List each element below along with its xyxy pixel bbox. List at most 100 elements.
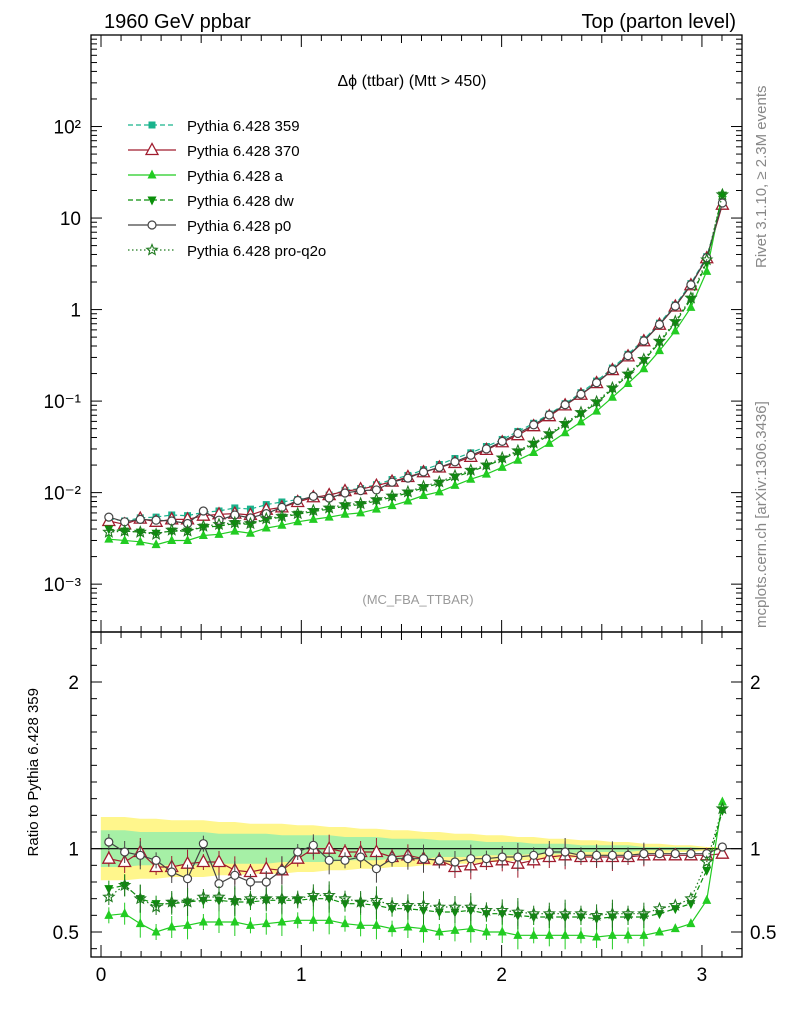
data-point	[639, 336, 649, 346]
legend-marker	[144, 142, 160, 156]
ratio-point	[259, 891, 273, 905]
legend-marker	[145, 242, 159, 256]
data-point	[293, 510, 303, 520]
ratio-point	[542, 906, 556, 920]
data-point	[104, 512, 114, 522]
ratio-point	[245, 877, 256, 887]
data-point	[293, 516, 303, 526]
ratio-y-tick-label: 2	[68, 673, 79, 694]
series-line	[108, 194, 723, 535]
data-point	[259, 511, 273, 525]
series-5	[102, 187, 729, 541]
data-point	[228, 515, 242, 529]
ratio-point	[450, 924, 460, 934]
data-point	[293, 495, 303, 506]
data-point	[291, 506, 305, 520]
ratio-point	[135, 850, 145, 860]
ratio-point	[513, 929, 523, 939]
data-point	[135, 528, 145, 538]
ratio-point	[544, 847, 554, 857]
legend-label: Pythia 6.428 pro-q2o	[187, 243, 326, 260]
data-point	[306, 503, 321, 517]
ratio-line	[108, 810, 723, 920]
ratio-point	[387, 854, 397, 864]
data-point	[448, 468, 462, 482]
y-tick-label: 10	[60, 209, 81, 230]
data-point	[542, 426, 556, 440]
data-point	[198, 530, 208, 540]
data-point	[183, 534, 193, 544]
ratio-point	[668, 898, 682, 912]
ratio-point	[243, 891, 258, 905]
ratio-line	[108, 841, 723, 885]
ratio-series-3	[104, 834, 727, 895]
series-line	[108, 202, 723, 525]
data-point	[652, 334, 667, 347]
data-point	[544, 410, 554, 420]
ratio-point	[481, 854, 492, 864]
ratio-point	[511, 905, 525, 918]
ratio-point	[717, 842, 727, 852]
ratio-point	[481, 926, 491, 936]
data-point	[670, 325, 680, 335]
data-point	[149, 527, 163, 541]
ratio-point	[322, 888, 336, 902]
data-point	[214, 528, 224, 538]
ratio-point	[623, 850, 633, 860]
ratio-point	[277, 865, 287, 875]
ratio-point	[497, 852, 507, 862]
legend-label: Pythia 6.428 dw	[187, 193, 294, 210]
data-point	[544, 437, 554, 447]
data-point	[529, 447, 539, 457]
data-point	[591, 378, 602, 388]
data-point	[623, 377, 633, 387]
data-point	[212, 517, 226, 530]
ratio-point	[639, 929, 649, 939]
ratio-point	[196, 889, 211, 903]
legend-entry: Pythia 6.428 pro-q2o	[128, 242, 326, 260]
data-point	[605, 380, 619, 394]
data-point	[529, 420, 539, 430]
ratio-point	[702, 894, 712, 904]
ratio-point	[151, 926, 161, 936]
data-point	[133, 525, 147, 538]
ratio-point	[167, 921, 177, 931]
ratio-point	[214, 916, 224, 926]
data-point	[416, 479, 431, 492]
ratio-frame	[90, 631, 743, 958]
data-point	[466, 473, 476, 483]
ratio-point	[165, 894, 179, 908]
data-point	[151, 515, 161, 525]
data-point	[560, 427, 570, 437]
ratio-point	[308, 914, 318, 924]
data-point	[715, 187, 729, 201]
data-point	[434, 486, 444, 496]
ratio-point	[560, 847, 570, 857]
ratio-point	[275, 891, 289, 905]
ratio-point	[529, 850, 539, 860]
data-point	[621, 366, 635, 380]
data-point	[670, 301, 680, 311]
ratio-point	[715, 845, 730, 859]
ratio-point	[513, 852, 523, 862]
data-point	[322, 500, 336, 514]
ratio-point	[371, 864, 382, 874]
ratio-point	[684, 891, 698, 905]
ratio-point	[607, 850, 618, 860]
ratio-point	[102, 889, 116, 903]
ratio-point	[291, 891, 305, 905]
y-tick-label: 10⁻¹	[44, 392, 82, 413]
data-point	[354, 496, 368, 510]
ratio-point	[607, 929, 617, 939]
ratio-point	[591, 850, 602, 860]
ratio-point	[356, 852, 366, 862]
data-point	[513, 428, 523, 439]
data-point	[668, 314, 682, 328]
ratio-point	[654, 926, 664, 936]
legend-marker	[147, 220, 157, 230]
data-point	[183, 527, 193, 537]
ratio-line	[108, 848, 723, 873]
data-point	[481, 444, 492, 454]
ratio-point	[198, 916, 208, 926]
data-point	[151, 539, 161, 549]
